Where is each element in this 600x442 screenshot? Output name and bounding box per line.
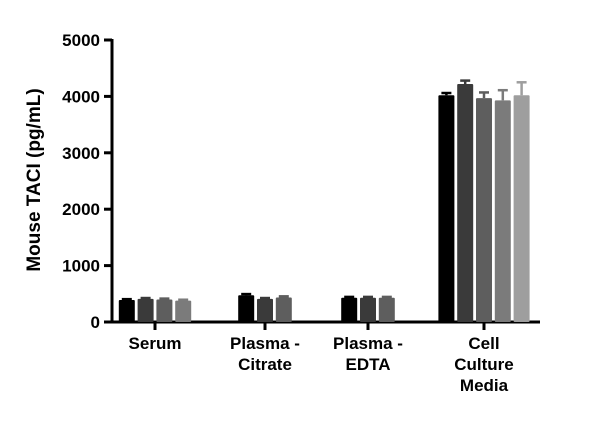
bar <box>360 297 376 322</box>
bar <box>137 298 154 322</box>
bar <box>438 95 455 322</box>
y-tick-label: 0 <box>91 313 100 332</box>
x-tick-label-line: Serum <box>129 334 182 353</box>
plot-area: 0 1000 2000 3000 4000 5000 Serum Plasma - Citrat… <box>62 31 540 395</box>
x-tick-label: Serum <box>129 334 182 353</box>
bar <box>257 298 273 322</box>
bar <box>378 297 395 322</box>
x-tick-label: Plasma - Citrate <box>230 334 300 374</box>
bar <box>275 297 292 322</box>
y-tick-label: 1000 <box>62 257 100 276</box>
x-tick-label-line: Plasma - <box>333 334 403 353</box>
x-tick-label: Plasma - EDTA <box>333 334 403 374</box>
bar <box>341 297 358 322</box>
x-tick-label-line: Plasma - <box>230 334 300 353</box>
bar <box>513 95 530 322</box>
y-tick-label: 4000 <box>62 87 100 106</box>
y-tick-label: 2000 <box>62 200 100 219</box>
x-tick-label: Cell Culture Media <box>454 334 514 395</box>
bar <box>238 295 255 322</box>
x-tick-label-line: Culture <box>454 355 514 374</box>
y-tick-label: 3000 <box>62 144 100 163</box>
x-tick-label-line: Media <box>460 376 509 395</box>
x-tick-label-line: Cell <box>468 334 499 353</box>
bar <box>175 300 192 322</box>
y-axis-title: Mouse TACI (pg/mL) <box>24 88 45 271</box>
x-tick-label-line: Citrate <box>238 355 292 374</box>
x-tick-label-line: EDTA <box>345 355 390 374</box>
bar <box>476 98 492 322</box>
bar <box>494 100 511 323</box>
bar <box>457 83 474 322</box>
bar <box>156 299 173 322</box>
bar <box>118 300 135 322</box>
y-tick-label: 5000 <box>62 31 100 50</box>
